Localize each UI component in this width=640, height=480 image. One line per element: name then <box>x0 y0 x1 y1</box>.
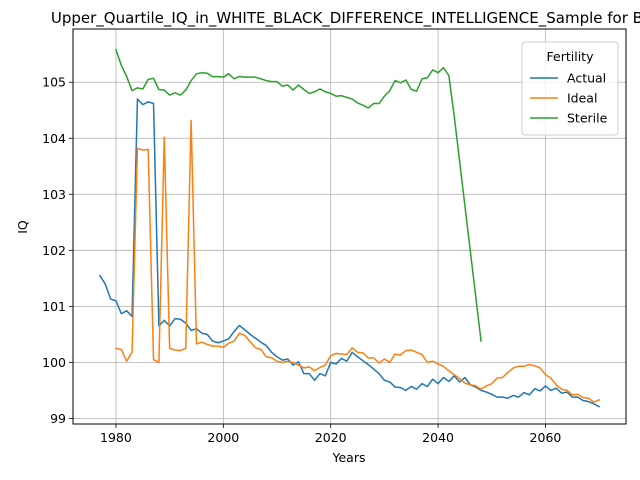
legend-box <box>521 41 619 136</box>
series-layer <box>98 48 601 408</box>
y-tick-label: 101 <box>42 299 66 314</box>
y-tick-label: 103 <box>42 187 66 202</box>
x-tick-label: 1980 <box>100 430 132 445</box>
x-tick-label: 2000 <box>207 430 239 445</box>
legend-title: Fertility <box>547 49 595 64</box>
x-tick-label: 2040 <box>422 430 454 445</box>
legend-entries: Actual Ideal Sterile <box>530 71 608 126</box>
y-tick-label: 100 <box>42 355 66 370</box>
series-line-sterile <box>114 48 482 342</box>
legend-label-sterile: Sterile <box>567 111 608 126</box>
grid-lines <box>73 29 626 424</box>
x-axis-label: Years <box>332 450 366 465</box>
y-tick-label: 102 <box>42 243 66 258</box>
legend-label-actual: Actual <box>567 71 606 86</box>
x-axis: 1980 2000 2020 2040 2060 <box>100 424 561 445</box>
series-line-ideal <box>115 119 601 403</box>
x-tick-label: 2060 <box>530 430 562 445</box>
legend-label-ideal: Ideal <box>567 91 597 106</box>
x-tick-label: 2020 <box>315 430 347 445</box>
y-tick-label: 105 <box>42 75 66 90</box>
plot-frame <box>72 28 627 425</box>
legend: Fertility Actual Ideal Sterile <box>521 41 619 136</box>
y-tick-label: 104 <box>42 131 66 146</box>
chart-title: Upper_Quartile_IQ_in_WHITE_BLACK_DIFFERE… <box>51 9 640 28</box>
y-axis-label: IQ <box>15 220 30 234</box>
y-axis: 99 100 101 102 103 104 105 <box>42 75 73 426</box>
series-line-actual <box>98 98 601 408</box>
y-tick-label: 99 <box>50 411 66 426</box>
